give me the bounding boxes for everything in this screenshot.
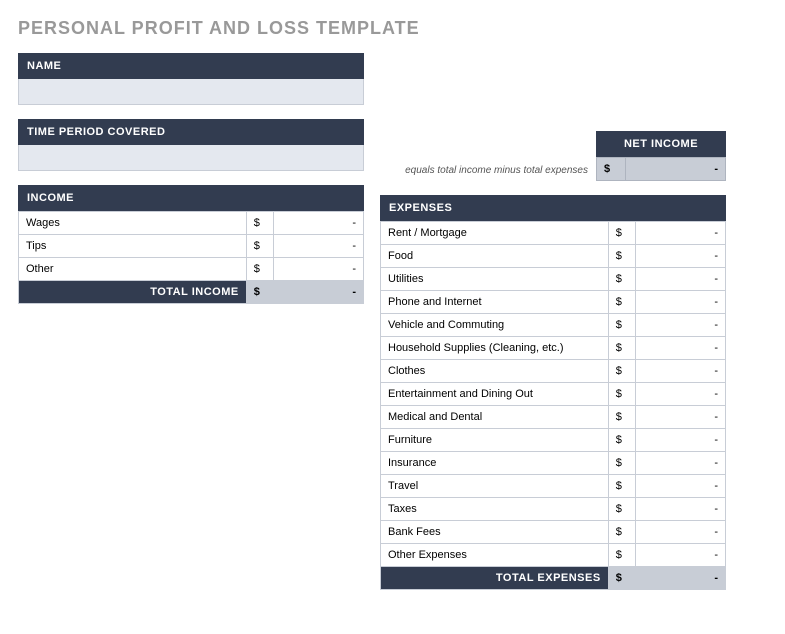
expense-row: Household Supplies (Cleaning, etc.)$- — [381, 337, 726, 360]
net-income-value: $ - — [596, 157, 726, 181]
expenses-total-label: TOTAL EXPENSES — [381, 567, 609, 590]
expense-label[interactable]: Furniture — [381, 429, 609, 452]
expenses-header: EXPENSES — [380, 195, 726, 221]
expense-value[interactable]: - — [636, 245, 726, 268]
expense-label[interactable]: Insurance — [381, 452, 609, 475]
net-income-box: NET INCOME — [596, 131, 726, 157]
income-label[interactable]: Other — [19, 258, 247, 281]
expense-row: Other Expenses$- — [381, 544, 726, 567]
expense-currency: $ — [608, 544, 636, 567]
income-currency: $ — [246, 212, 274, 235]
income-currency: $ — [246, 258, 274, 281]
expense-label[interactable]: Medical and Dental — [381, 406, 609, 429]
income-total-value: - — [274, 281, 364, 304]
expense-currency: $ — [608, 222, 636, 245]
expense-currency: $ — [608, 475, 636, 498]
expense-currency: $ — [608, 429, 636, 452]
expense-value[interactable]: - — [636, 268, 726, 291]
expense-currency: $ — [608, 498, 636, 521]
name-header: NAME — [18, 53, 364, 79]
expense-label[interactable]: Entertainment and Dining Out — [381, 383, 609, 406]
expense-value[interactable]: - — [636, 360, 726, 383]
expense-row: Bank Fees$- — [381, 521, 726, 544]
expense-label[interactable]: Household Supplies (Cleaning, etc.) — [381, 337, 609, 360]
income-total-label: TOTAL INCOME — [19, 281, 247, 304]
income-row: Tips$- — [19, 235, 364, 258]
expense-value[interactable]: - — [636, 222, 726, 245]
expense-label[interactable]: Travel — [381, 475, 609, 498]
expense-label[interactable]: Vehicle and Commuting — [381, 314, 609, 337]
income-total-row: TOTAL INCOME $ - — [19, 281, 364, 304]
expense-value[interactable]: - — [636, 452, 726, 475]
main-container: NAME TIME PERIOD COVERED INCOME Wages$-T… — [18, 53, 767, 590]
expense-currency: $ — [608, 360, 636, 383]
expense-row: Phone and Internet$- — [381, 291, 726, 314]
expense-row: Insurance$- — [381, 452, 726, 475]
expense-row: Rent / Mortgage$- — [381, 222, 726, 245]
expense-label[interactable]: Phone and Internet — [381, 291, 609, 314]
expenses-total-currency: $ — [608, 567, 636, 590]
name-input[interactable] — [18, 79, 364, 105]
expense-row: Food$- — [381, 245, 726, 268]
right-column: NET INCOME equals total income minus tot… — [380, 53, 726, 590]
expense-row: Furniture$- — [381, 429, 726, 452]
income-header: INCOME — [18, 185, 364, 211]
income-value[interactable]: - — [274, 258, 364, 281]
expense-currency: $ — [608, 337, 636, 360]
period-input[interactable] — [18, 145, 364, 171]
income-label[interactable]: Wages — [19, 212, 247, 235]
expense-currency: $ — [608, 291, 636, 314]
expense-value[interactable]: - — [636, 291, 726, 314]
expense-label[interactable]: Rent / Mortgage — [381, 222, 609, 245]
expense-currency: $ — [608, 314, 636, 337]
expenses-total-row: TOTAL EXPENSES $ - — [381, 567, 726, 590]
expense-currency: $ — [608, 452, 636, 475]
expense-row: Utilities$- — [381, 268, 726, 291]
expense-value[interactable]: - — [636, 475, 726, 498]
income-value[interactable]: - — [274, 212, 364, 235]
expense-value[interactable]: - — [636, 406, 726, 429]
expense-label[interactable]: Clothes — [381, 360, 609, 383]
income-currency: $ — [246, 235, 274, 258]
income-total-currency: $ — [246, 281, 274, 304]
expense-row: Vehicle and Commuting$- — [381, 314, 726, 337]
period-header: TIME PERIOD COVERED — [18, 119, 364, 145]
expense-value[interactable]: - — [636, 337, 726, 360]
expense-row: Clothes$- — [381, 360, 726, 383]
expense-currency: $ — [608, 245, 636, 268]
expenses-total-value: - — [636, 567, 726, 590]
expense-row: Medical and Dental$- — [381, 406, 726, 429]
expense-row: Taxes$- — [381, 498, 726, 521]
expense-currency: $ — [608, 521, 636, 544]
expense-currency: $ — [608, 406, 636, 429]
expense-value[interactable]: - — [636, 383, 726, 406]
expense-row: Entertainment and Dining Out$- — [381, 383, 726, 406]
expense-value[interactable]: - — [636, 498, 726, 521]
left-column: NAME TIME PERIOD COVERED INCOME Wages$-T… — [18, 53, 364, 590]
net-income-note: equals total income minus total expenses — [380, 165, 596, 181]
net-income-currency: $ — [596, 157, 626, 181]
expense-currency: $ — [608, 268, 636, 291]
expense-currency: $ — [608, 383, 636, 406]
expense-label[interactable]: Taxes — [381, 498, 609, 521]
income-value[interactable]: - — [274, 235, 364, 258]
income-table: Wages$-Tips$-Other$- TOTAL INCOME $ - — [18, 211, 364, 304]
expense-value[interactable]: - — [636, 314, 726, 337]
expense-value[interactable]: - — [636, 429, 726, 452]
net-income-header: NET INCOME — [596, 131, 726, 157]
income-label[interactable]: Tips — [19, 235, 247, 258]
expense-label[interactable]: Bank Fees — [381, 521, 609, 544]
expense-value[interactable]: - — [636, 521, 726, 544]
page-title: PERSONAL PROFIT AND LOSS TEMPLATE — [18, 18, 767, 39]
expense-label[interactable]: Food — [381, 245, 609, 268]
expense-row: Travel$- — [381, 475, 726, 498]
expense-label[interactable]: Other Expenses — [381, 544, 609, 567]
income-row: Other$- — [19, 258, 364, 281]
expense-value[interactable]: - — [636, 544, 726, 567]
expense-label[interactable]: Utilities — [381, 268, 609, 291]
net-income-row: equals total income minus total expenses… — [380, 157, 726, 181]
net-income-amount: - — [626, 157, 726, 181]
income-row: Wages$- — [19, 212, 364, 235]
expenses-table: Rent / Mortgage$-Food$-Utilities$-Phone … — [380, 221, 726, 590]
